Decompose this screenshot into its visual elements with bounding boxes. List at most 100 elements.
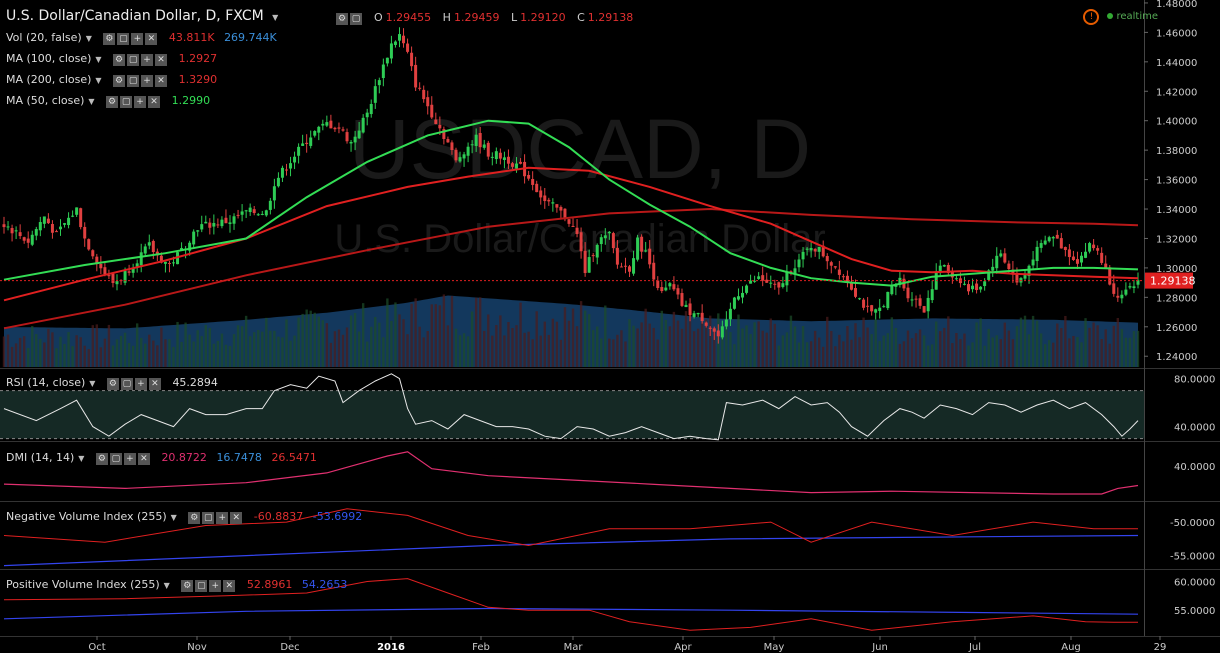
settings-icon[interactable]: ⚙ <box>106 96 119 108</box>
candle-body <box>127 271 131 273</box>
add-icon[interactable]: + <box>141 75 154 87</box>
source-icon[interactable]: ▢ <box>127 75 140 87</box>
chevron-down-icon[interactable]: ▼ <box>163 581 170 590</box>
legend-ma100[interactable]: MA (100, close) ▼ ⚙ ▢ + ✕ 1.2927 <box>6 52 217 66</box>
volume-bar <box>55 348 58 367</box>
chevron-down-icon[interactable]: ▼ <box>95 76 102 85</box>
candle-body <box>922 306 926 313</box>
source-icon[interactable]: ▢ <box>350 13 362 25</box>
chevron-down-icon[interactable]: ▼ <box>170 513 177 522</box>
price-axis-label: 1.34000 <box>1156 205 1197 216</box>
candle-body <box>551 202 555 204</box>
add-icon[interactable]: + <box>134 378 147 390</box>
volume-bar <box>737 314 740 367</box>
volume-bar <box>337 329 341 367</box>
remove-icon[interactable]: ✕ <box>145 33 158 45</box>
candle-body <box>115 281 119 285</box>
candle-body <box>244 210 248 212</box>
chevron-down-icon[interactable]: ▼ <box>88 97 95 106</box>
legend-pvi[interactable]: Positive Volume Index (255) ▼ ⚙ ▢ + ✕ 52.896… <box>6 578 347 592</box>
settings-icon[interactable]: ⚙ <box>106 378 119 390</box>
time-axis-label: 29 <box>1154 642 1167 653</box>
chevron-down-icon[interactable]: ▼ <box>272 13 279 22</box>
candle-body <box>571 225 575 227</box>
add-icon[interactable]: + <box>134 96 147 108</box>
volume-bar <box>555 321 559 367</box>
volume-bar <box>983 345 986 367</box>
last-price-label: 1.29138 <box>1150 275 1196 288</box>
volume-bar <box>374 316 377 367</box>
candle-body <box>510 163 514 167</box>
candle-body <box>240 211 244 215</box>
chevron-down-icon[interactable]: ▼ <box>85 34 92 43</box>
candle-body <box>42 216 46 224</box>
nvi-label: Negative Volume Index (255) <box>6 510 167 523</box>
volume-bar <box>115 339 119 367</box>
source-icon[interactable]: ▢ <box>109 453 122 465</box>
source-icon[interactable]: ▢ <box>202 512 215 524</box>
volume-bar <box>838 334 841 367</box>
add-icon[interactable]: + <box>209 580 222 592</box>
candle-body <box>252 209 256 214</box>
volume-bar <box>160 327 163 367</box>
volume-bar <box>434 304 438 367</box>
settings-icon[interactable]: ⚙ <box>336 13 348 25</box>
candle-body <box>987 270 991 280</box>
remove-icon[interactable]: ✕ <box>155 75 168 87</box>
settings-icon[interactable]: ⚙ <box>113 54 126 66</box>
add-icon[interactable]: + <box>216 512 229 524</box>
add-icon[interactable]: + <box>141 54 154 66</box>
volume-bar <box>402 319 405 367</box>
legend-nvi[interactable]: Negative Volume Index (255) ▼ ⚙ ▢ + ✕ -60.88… <box>6 510 362 524</box>
ohlc-readout: O 1.29455 H 1.29459 L 1.29120 C 1.29138 <box>366 11 633 24</box>
chevron-down-icon[interactable]: ▼ <box>78 454 85 463</box>
alert-icon[interactable]: ! <box>1083 9 1100 25</box>
candle-body <box>623 265 627 267</box>
legend-ma50[interactable]: MA (50, close) ▼ ⚙ ▢ + ✕ 1.2990 <box>6 94 210 108</box>
volume-bar <box>696 328 700 367</box>
settings-icon[interactable]: ⚙ <box>95 453 108 465</box>
settings-icon[interactable]: ⚙ <box>188 512 201 524</box>
candle-body <box>389 43 393 59</box>
pvi-label: Positive Volume Index (255) <box>6 578 160 591</box>
source-icon[interactable]: ▢ <box>120 96 133 108</box>
legend-dmi[interactable]: DMI (14, 14) ▼ ⚙ ▢ + ✕ 20.8722 16.7478 26.54… <box>6 451 317 465</box>
source-icon[interactable]: ▢ <box>127 54 140 66</box>
legend-ma200[interactable]: MA (200, close) ▼ ⚙ ▢ + ✕ 1.3290 <box>6 73 217 87</box>
volume-bar <box>1084 318 1087 367</box>
remove-icon[interactable]: ✕ <box>230 512 243 524</box>
remove-icon[interactable]: ✕ <box>148 378 161 390</box>
source-icon[interactable]: ▢ <box>120 378 133 390</box>
candle-body <box>583 250 587 274</box>
add-icon[interactable]: + <box>123 453 136 465</box>
candle-body <box>224 217 228 224</box>
volume-bar <box>523 332 526 367</box>
remove-icon[interactable]: ✕ <box>137 453 150 465</box>
source-icon[interactable]: ▢ <box>195 580 208 592</box>
settings-icon[interactable]: ⚙ <box>181 580 194 592</box>
volume-bar <box>1027 334 1031 367</box>
candle-body <box>579 232 583 252</box>
remove-icon[interactable]: ✕ <box>148 96 161 108</box>
source-icon[interactable]: ▢ <box>117 33 130 45</box>
candle-body <box>1088 243 1092 252</box>
volume-bar <box>539 335 542 367</box>
legend-rsi[interactable]: RSI (14, close) ▼ ⚙ ▢ + ✕ 45.2894 <box>6 376 218 390</box>
symbol-title[interactable]: U.S. Dollar/Canadian Dollar, D, FXCM ▼ <box>6 8 278 24</box>
add-icon[interactable]: + <box>131 33 144 45</box>
legend-vol[interactable]: Vol (20, false) ▼ ⚙ ▢ + ✕ 43.811K 269.744K <box>6 31 277 45</box>
remove-icon[interactable]: ✕ <box>223 580 236 592</box>
ma100-buttons: ⚙ ▢ + ✕ <box>113 52 169 66</box>
settings-icon[interactable]: ⚙ <box>113 75 126 87</box>
dmi-value-2: 16.7478 <box>216 451 262 464</box>
close-value: 1.29138 <box>587 11 634 24</box>
candle-body <box>619 266 623 268</box>
volume-bar <box>301 313 304 367</box>
chevron-down-icon[interactable]: ▼ <box>95 55 102 64</box>
candle-body <box>478 133 482 148</box>
remove-icon[interactable]: ✕ <box>155 54 168 66</box>
chevron-down-icon[interactable]: ▼ <box>89 379 96 388</box>
volume-bar <box>579 301 583 367</box>
settings-icon[interactable]: ⚙ <box>103 33 116 45</box>
